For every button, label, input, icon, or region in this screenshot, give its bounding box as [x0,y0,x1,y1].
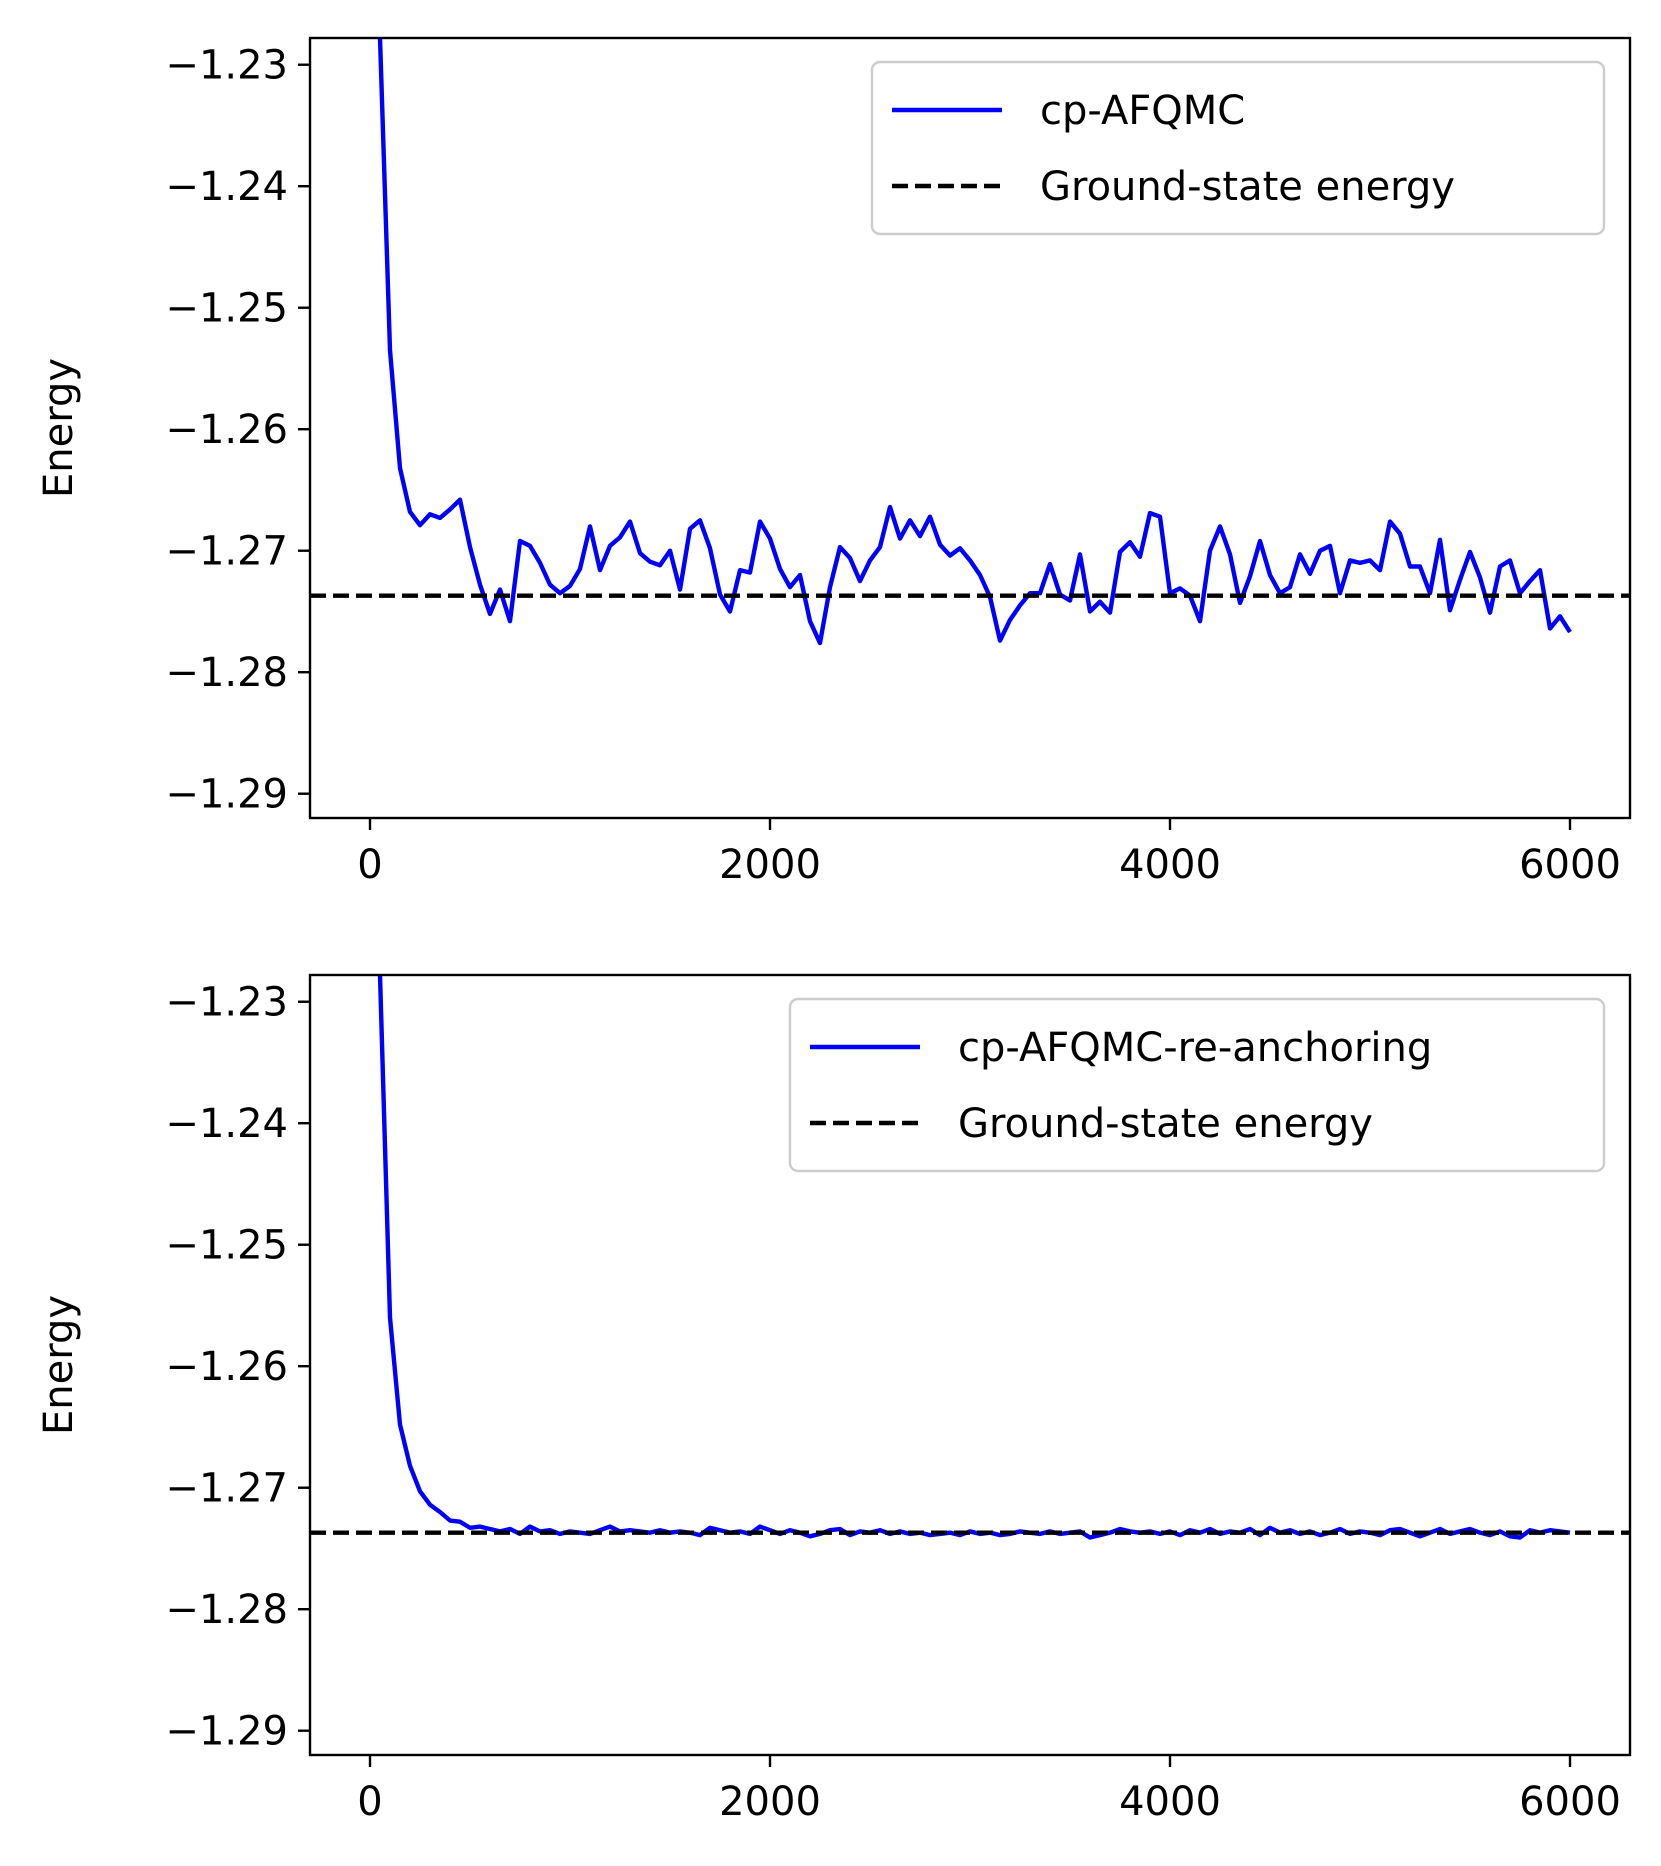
y-tick-label: −1.24 [165,164,288,210]
axes-frame [308,36,1632,820]
series-line-cp-afqmc [377,38,1572,646]
bottom-panel: 0 2000 4000 6000 −1.23 −1.24 −1.25 −1.26 −1.27 −1… [36,973,1632,1825]
x-tick-label: 0 [357,842,382,888]
y-tick-label: −1.23 [165,43,288,89]
x-tick-label: 2000 [719,842,821,888]
y-tick-label: −1.27 [165,529,288,575]
legend-box [788,997,1606,1173]
x-tick-label: 4000 [1119,842,1221,888]
axes-frame [308,973,1632,1757]
y-tick-label: −1.25 [165,1223,288,1269]
y-tick-label: −1.24 [165,1101,288,1147]
legend-box [870,60,1606,236]
y-tick-label: −1.26 [165,1344,288,1390]
x-tick-label: 6000 [1519,842,1621,888]
plot-area [310,975,1630,1540]
legend-label: cp-AFQMC [1040,88,1245,134]
x-tick-label: 2000 [719,1779,821,1825]
x-tick-label: 0 [357,1779,382,1825]
legend: cp-AFQMC-re-anchoring Ground-state energy [788,997,1606,1173]
legend-label: cp-AFQMC-re-anchoring [958,1025,1432,1071]
y-tick-label: −1.25 [165,286,288,332]
plot-area [310,38,1630,646]
y-tick-label: −1.29 [165,772,288,818]
x-tick-label: 4000 [1119,1779,1221,1825]
legend-label: Ground-state energy [958,1101,1373,1147]
legend-label: Ground-state energy [1040,164,1455,210]
top-panel: 0 2000 4000 6000 −1.23 −1.24 −1.25 −1.26 −1.27 −1… [36,36,1632,888]
y-tick-label: −1.27 [165,1466,288,1512]
y-tick-label: −1.29 [165,1709,288,1755]
y-axis-label: Energy [36,1295,82,1435]
legend: cp-AFQMC Ground-state energy [870,60,1606,236]
y-tick-label: −1.23 [165,980,288,1026]
y-tick-label: −1.26 [165,407,288,453]
y-tick-label: −1.28 [165,650,288,696]
y-axis-label: Energy [36,358,82,498]
y-tick-label: −1.28 [165,1587,288,1633]
x-tick-label: 6000 [1519,1779,1621,1825]
